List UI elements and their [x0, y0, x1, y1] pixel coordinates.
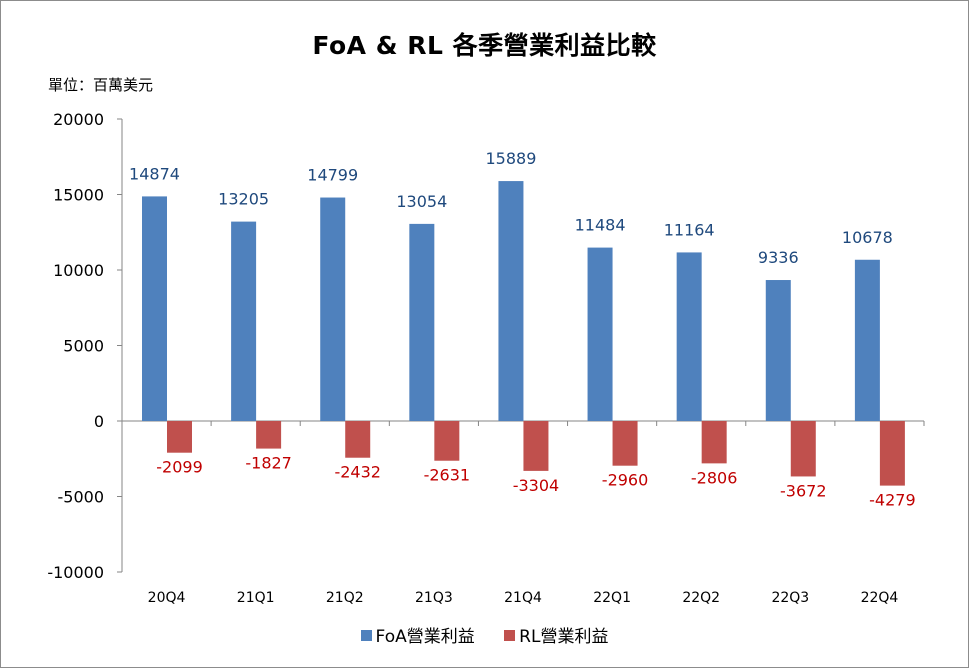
bar-rl	[523, 421, 549, 471]
legend-label-rl: RL營業利益	[519, 627, 609, 647]
bar-foa	[676, 252, 702, 421]
y-tick-label: -10000	[47, 563, 104, 582]
bar-foa	[854, 259, 880, 421]
data-label-rl: -3304	[513, 476, 560, 495]
y-tick-label: 5000	[63, 337, 104, 356]
y-tick-label: -5000	[58, 488, 105, 507]
x-tick-label: 22Q3	[771, 590, 809, 606]
x-tick-label: 22Q2	[682, 590, 720, 606]
legend-item-foa: FoA營業利益	[360, 622, 475, 647]
data-label-rl: -2432	[334, 463, 381, 482]
data-label-rl: -2631	[424, 466, 471, 485]
unit-label: 單位：百萬美元	[48, 76, 154, 94]
data-label-rl: -4279	[869, 491, 916, 510]
data-label-foa: 14874	[129, 164, 180, 183]
bar-rl	[434, 421, 460, 461]
data-label-foa: 11164	[664, 220, 715, 239]
x-tick-label: 21Q1	[237, 590, 275, 606]
data-label-foa: 13054	[396, 192, 447, 211]
data-label-foa: 13205	[218, 190, 269, 209]
data-label-foa: 9336	[758, 248, 799, 267]
legend-swatch-rl	[504, 629, 516, 641]
bars	[142, 181, 905, 486]
legend-label-foa: FoA營業利益	[375, 627, 475, 647]
x-tick-label: 21Q3	[415, 590, 453, 606]
bar-foa	[498, 181, 524, 421]
bar-rl	[256, 421, 282, 449]
y-tick-label: 0	[94, 412, 104, 431]
data-label-rl: -2960	[602, 471, 649, 490]
chart-title: FoA & RL 各季營業利益比較	[312, 31, 657, 60]
bar-rl	[612, 421, 638, 466]
bar-rl	[879, 421, 905, 486]
bar-rl	[167, 421, 192, 453]
bar-foa	[231, 221, 257, 421]
data-label-rl: -3672	[780, 481, 827, 500]
bar-foa	[587, 247, 613, 421]
data-label-foa: 14799	[307, 166, 358, 185]
y-tick-label: 10000	[53, 261, 104, 280]
x-tick-label: 21Q2	[326, 590, 364, 606]
data-label-foa: 10678	[842, 228, 893, 247]
legend: FoA營業利益 RL營業利益	[0, 622, 969, 647]
legend-item-rl: RL營業利益	[504, 622, 608, 647]
bar-foa	[409, 223, 435, 421]
data-label-rl: -1827	[245, 454, 292, 473]
data-label-rl: -2806	[691, 468, 738, 487]
x-tick-label: 20Q4	[148, 590, 186, 606]
bar-rl	[345, 421, 371, 458]
bar-foa	[320, 197, 346, 421]
bar-foa	[765, 280, 791, 421]
bar-rl	[701, 421, 727, 464]
y-tick-label: 15000	[53, 186, 104, 205]
axes: 20000 15000 10000 5000 0 -5000 -10000 20Q4 21Q1 2…	[47, 110, 925, 606]
y-tick-label: 20000	[53, 110, 104, 129]
bar-foa	[142, 196, 167, 421]
data-label-foa: 11484	[575, 216, 626, 235]
legend-swatch-foa	[360, 629, 372, 641]
x-tick-label: 21Q4	[504, 590, 542, 606]
x-tick-label: 22Q4	[861, 590, 899, 606]
x-tick-label: 22Q1	[593, 590, 631, 606]
data-labels: 14874 13205 14799 13054 15889 11484 11164 9336 1…	[129, 149, 916, 510]
data-label-foa: 15889	[485, 149, 536, 168]
bar-rl	[790, 421, 816, 477]
data-label-rl: -2099	[156, 458, 203, 477]
